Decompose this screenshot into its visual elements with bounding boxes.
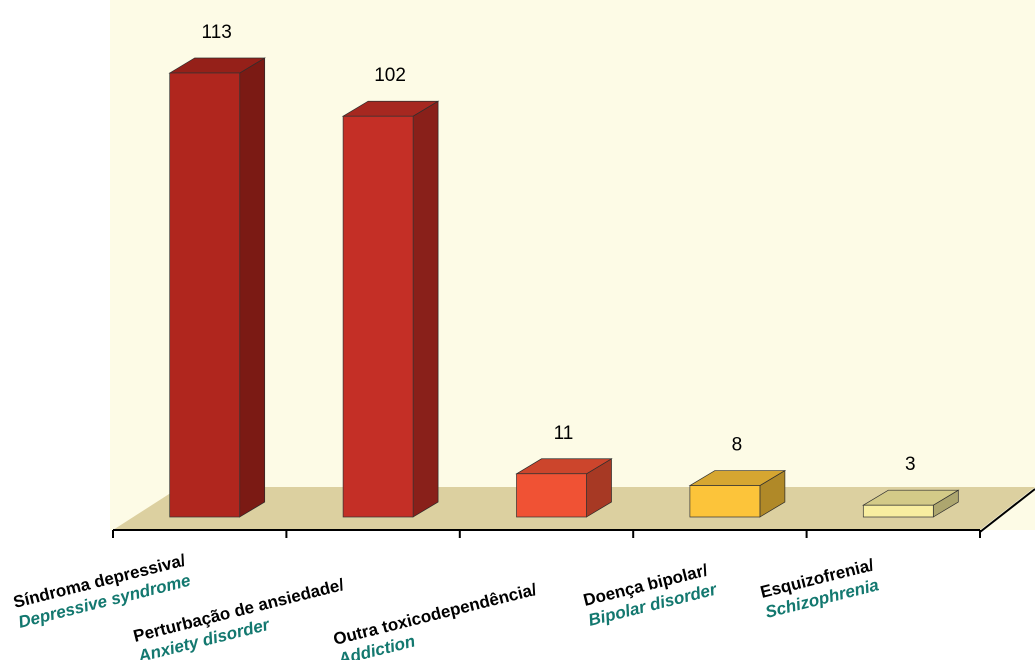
value-label: 11 [554,423,574,444]
value-label: 102 [374,65,406,86]
bar [688,469,787,518]
bar-front [689,485,761,518]
bar-front [342,115,414,518]
bar-front [516,473,587,518]
category-label: Outra toxicodependência/ [331,580,538,649]
value-label: 3 [905,454,916,475]
value-label: 113 [202,22,232,43]
value-label: 8 [732,435,743,456]
bar-top-shade [863,490,959,506]
bar-side-shade [933,490,959,517]
bar-top-shade [343,101,439,117]
bar [862,489,960,518]
bar-top-shade [169,58,265,73]
bar-side-shade [586,458,612,517]
bar-side-shade [413,101,439,517]
bar-side-shade [239,58,265,517]
bar [168,57,266,518]
floor-edge [979,488,1035,533]
bar-top-shade [689,470,785,486]
bar-front [862,504,934,518]
bar [515,458,613,518]
bar [341,100,440,518]
bar-front [169,72,241,518]
bar-top-shade [516,458,612,474]
